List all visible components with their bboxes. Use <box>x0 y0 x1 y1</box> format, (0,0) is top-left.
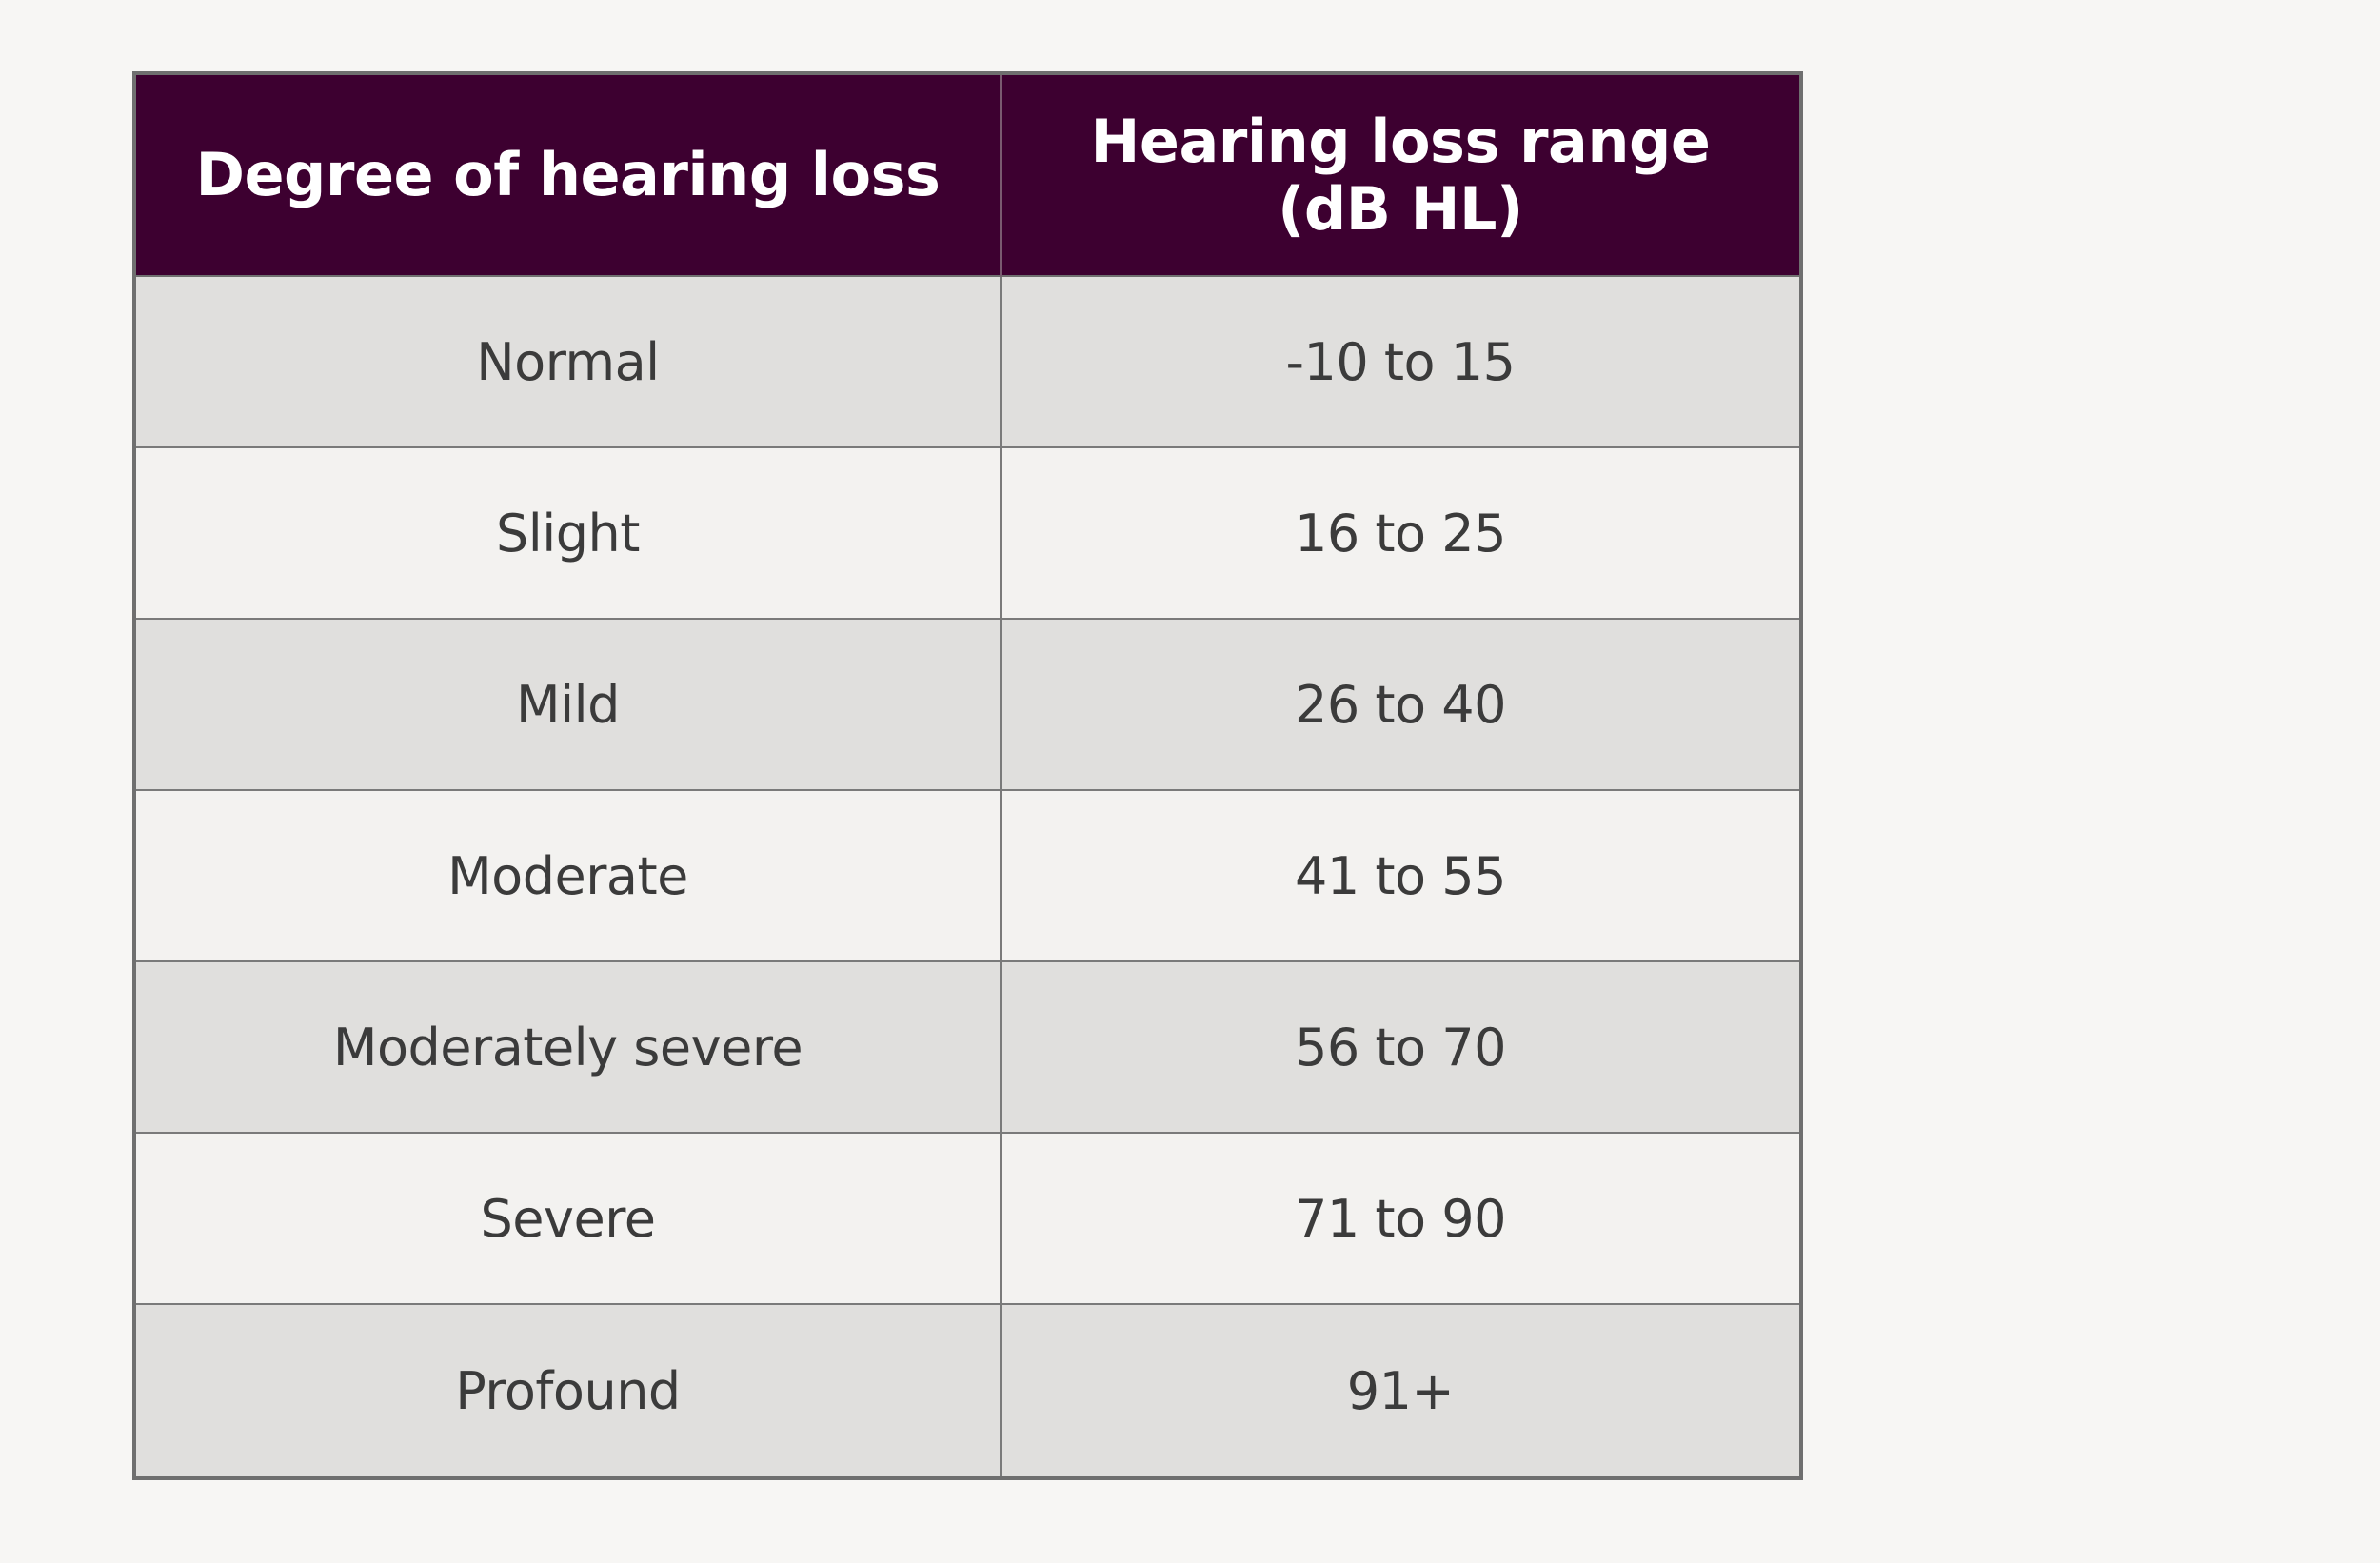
table-row: Normal -10 to 15 <box>136 277 1799 448</box>
range-cell: -10 to 15 <box>1001 277 1799 448</box>
degree-cell: Profound <box>136 1305 1002 1476</box>
range-cell: 41 to 55 <box>1001 791 1799 962</box>
range-cell: 71 to 90 <box>1001 1134 1799 1305</box>
header-degree: Degree of hearing loss <box>136 75 1002 277</box>
range-cell: 16 to 25 <box>1001 448 1799 620</box>
range-cell: 56 to 70 <box>1001 962 1799 1134</box>
table-row: Moderately severe 56 to 70 <box>136 962 1799 1134</box>
hearing-loss-table: Degree of hearing loss Hearing loss rang… <box>132 71 1803 1480</box>
degree-cell: Moderate <box>136 791 1002 962</box>
table-row: Profound 91+ <box>136 1305 1799 1476</box>
table-row: Severe 71 to 90 <box>136 1134 1799 1305</box>
table-header-row: Degree of hearing loss Hearing loss rang… <box>136 75 1799 277</box>
range-cell: 91+ <box>1001 1305 1799 1476</box>
degree-cell: Mild <box>136 620 1002 791</box>
header-range: Hearing loss range (dB HL) <box>1001 75 1799 277</box>
table-row: Mild 26 to 40 <box>136 620 1799 791</box>
degree-cell: Severe <box>136 1134 1002 1305</box>
degree-cell: Moderately severe <box>136 962 1002 1134</box>
degree-cell: Slight <box>136 448 1002 620</box>
table-row: Slight 16 to 25 <box>136 448 1799 620</box>
table-row: Moderate 41 to 55 <box>136 791 1799 962</box>
range-cell: 26 to 40 <box>1001 620 1799 791</box>
degree-cell: Normal <box>136 277 1002 448</box>
